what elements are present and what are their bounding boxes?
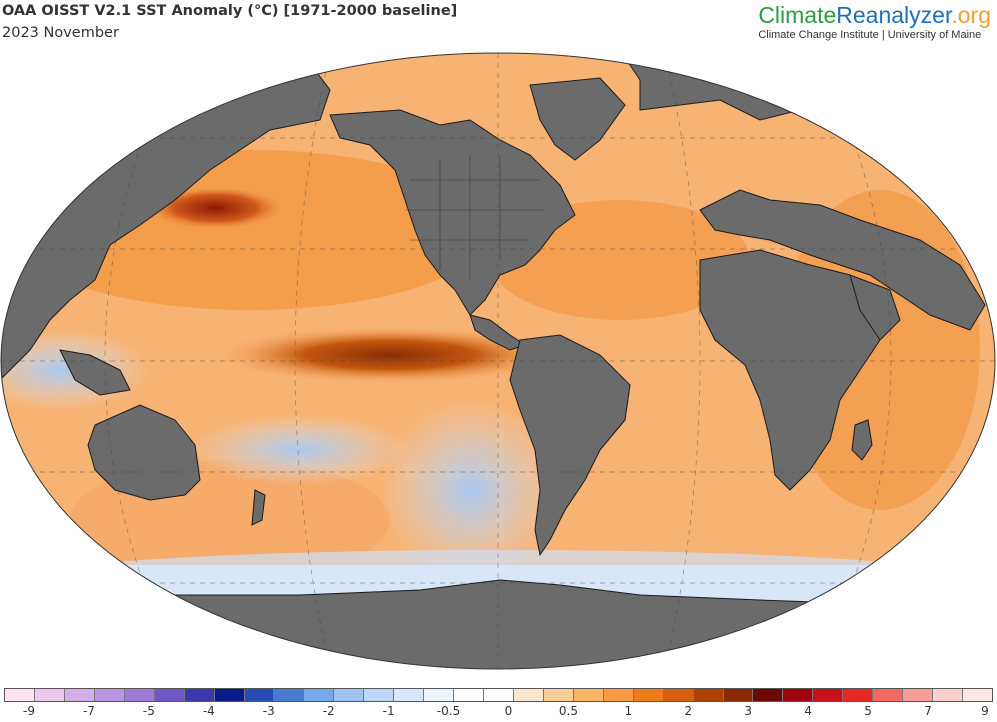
- colorbar-tick-label: -0.5: [436, 704, 461, 718]
- colorbar-segment: [513, 689, 544, 701]
- el-nino-anomaly: [220, 327, 560, 383]
- colorbar-segment: [154, 689, 185, 701]
- colorbar-segment: [963, 689, 992, 701]
- brand-tagline: Climate Change Institute | University of…: [758, 29, 982, 41]
- colorbar-segment: [5, 689, 35, 701]
- colorbar-segment: [633, 689, 664, 701]
- south-pacific-cool: [190, 415, 410, 485]
- land-europe-asia: [699, 189, 986, 331]
- colorbar: [4, 688, 993, 702]
- colorbar-segment: [783, 689, 814, 701]
- land-new-zealand: [251, 489, 266, 526]
- colorbar-tick-label: -2: [322, 704, 335, 718]
- colorbar-segment: [843, 689, 874, 701]
- colorbar-tick-label: 2: [684, 704, 693, 718]
- colorbar-segment: [753, 689, 784, 701]
- ocean-layer: [1, 53, 995, 669]
- map-subtitle: 2023 November: [2, 25, 119, 41]
- colorbar-tick-label: 9: [981, 704, 989, 718]
- colorbar-segment: [394, 689, 425, 701]
- colorbar-segment: [124, 689, 155, 701]
- colorbar-tick-label: 3: [744, 704, 753, 718]
- colorbar-segment: [454, 689, 484, 701]
- brand-logo[interactable]: ClimateReanalyzer.org Climate Change Ins…: [758, 2, 991, 41]
- colorbar-tick-label: 1: [624, 704, 633, 718]
- land-indonesia: [59, 349, 131, 396]
- colorbar-segment: [214, 689, 245, 701]
- colorbar-segment: [424, 689, 455, 701]
- brand-name-reanalyzer: Reanalyzer: [836, 2, 952, 28]
- land-greenland: [529, 77, 626, 161]
- land-australia: [87, 404, 201, 501]
- colorbar-tick-label: -3: [262, 704, 275, 718]
- brand-name-org: .org: [951, 2, 991, 28]
- brand-name: ClimateReanalyzer.org: [758, 2, 991, 28]
- colorbar-segment: [663, 689, 694, 701]
- colorbar-segment: [34, 689, 65, 701]
- land-central-america: [469, 314, 527, 351]
- colorbar-segment: [64, 689, 95, 701]
- colorbar-segment: [573, 689, 604, 701]
- kuroshio-hotspot: [145, 186, 285, 230]
- colorbar-segment: [723, 689, 754, 701]
- colorbar-tick-label: -5: [142, 704, 155, 718]
- colorbar-tick-label: -1: [382, 704, 395, 718]
- colorbar-segment: [244, 689, 275, 701]
- colorbar-segment: [813, 689, 844, 701]
- colorbar-segment: [304, 689, 335, 701]
- colorbar-tick-label: 0: [504, 704, 513, 718]
- colorbar-tick-label: -4: [202, 704, 215, 718]
- globe-outline: [0, 52, 996, 670]
- colorbar-tick-label: -7: [82, 704, 95, 718]
- colorbar-segment: [274, 689, 305, 701]
- land-north-america: [329, 109, 576, 316]
- colorbar-tick-label: -9: [23, 704, 35, 718]
- colorbar-segment: [364, 689, 395, 701]
- colorbar-segment: [334, 689, 365, 701]
- colorbar-segment: [94, 689, 125, 701]
- colorbar-labels: -9 -7 -5 -4 -3 -2 -1 -0.5 0 0.5 1 2 3 4 5 7 9: [4, 704, 993, 720]
- colorbar-segment: [543, 689, 574, 701]
- colorbar-segment: [603, 689, 634, 701]
- southeast-pacific-cool: [380, 400, 560, 580]
- map-svg: [0, 52, 996, 670]
- colorbar-segment: [873, 689, 904, 701]
- land-antarctica: [1, 579, 995, 669]
- colorbar-segment: [184, 689, 215, 701]
- graticule: [1, 53, 995, 669]
- colorbar-tick-label: 4: [804, 704, 813, 718]
- colorbar-tick-label: 0.5: [558, 704, 578, 718]
- land-madagascar: [851, 419, 873, 461]
- colorbar-tick-label: 5: [864, 704, 872, 718]
- graticule-meridians: [104, 53, 892, 669]
- colorbar-segment: [933, 689, 963, 701]
- land-south-america: [509, 334, 631, 557]
- colorbar-segment: [903, 689, 934, 701]
- us-state-borders: [405, 155, 545, 280]
- colorbar-segment: [484, 689, 514, 701]
- us-borders-grid: [405, 155, 545, 280]
- colorbar-tick-label: 7: [924, 704, 932, 718]
- brand-name-climate: Climate: [758, 2, 837, 28]
- world-map: [0, 50, 997, 680]
- colorbar-segment: [693, 689, 724, 701]
- map-title: OAA OISST V2.1 SST Anomaly (°C) [1971-20…: [2, 3, 458, 19]
